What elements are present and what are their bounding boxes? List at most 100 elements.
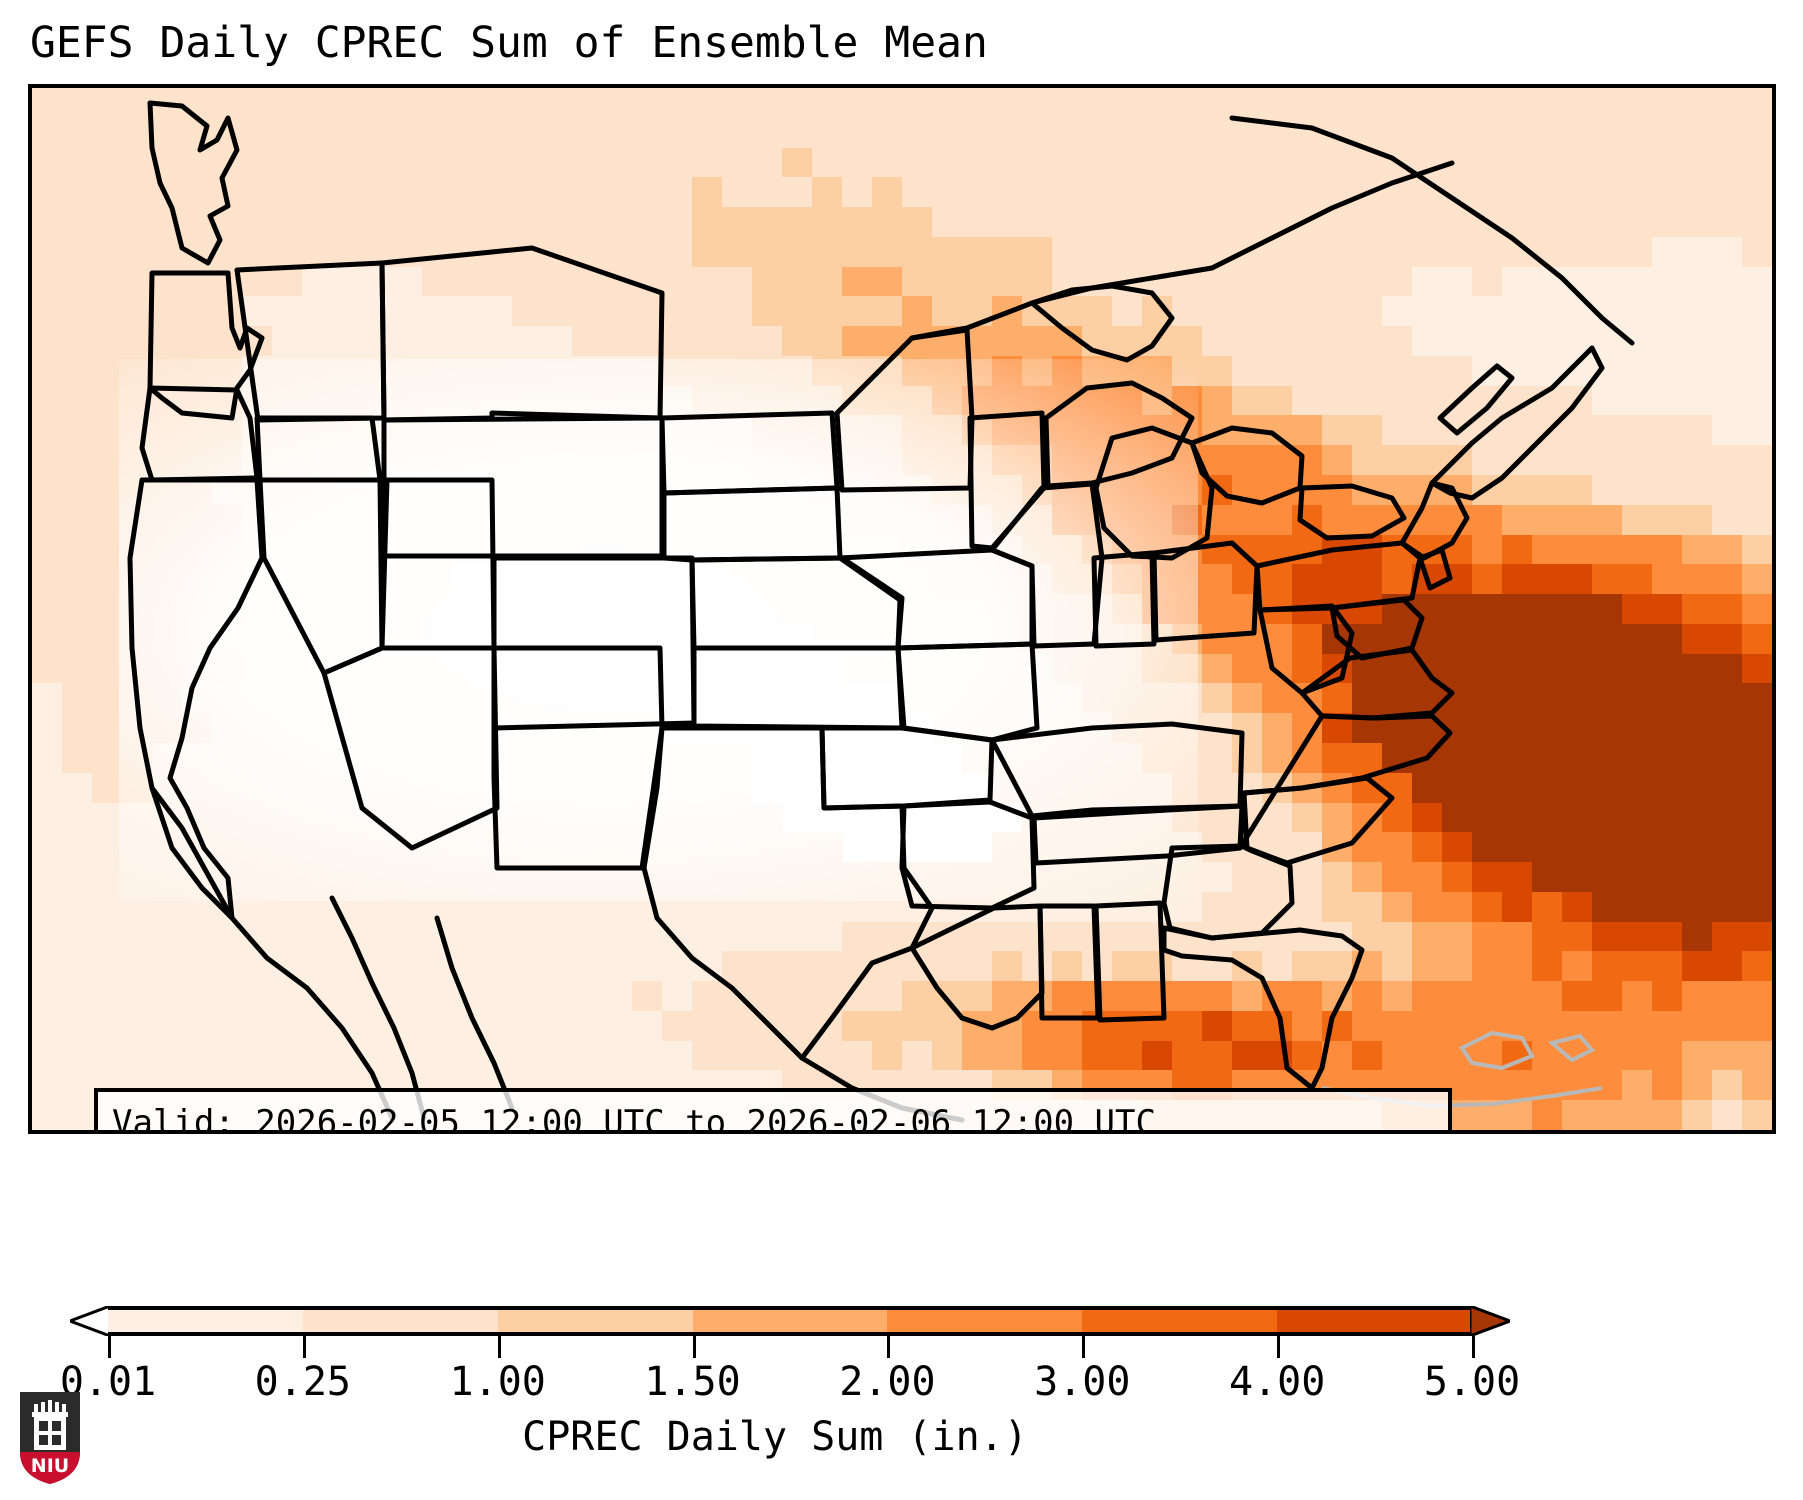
raster-cell: [482, 266, 513, 297]
raster-cell: [1652, 296, 1683, 327]
raster-cell: [1082, 117, 1113, 149]
raster-cell: [1052, 177, 1083, 208]
raster-cell: [1712, 296, 1743, 327]
raster-cell: [1292, 117, 1323, 149]
raster-cell: [362, 266, 393, 297]
raster-cell: [1682, 296, 1713, 327]
raster-cell: [1022, 117, 1053, 149]
raster-cell: [512, 117, 543, 149]
raster-cell: [1592, 207, 1623, 238]
colorbar-tick: [692, 1336, 696, 1358]
raster-cell: [122, 147, 153, 178]
raster-cell: [782, 266, 813, 297]
colorbar-segment: [887, 1310, 1083, 1332]
louisiana-outline: [909, 903, 1045, 1031]
raster-cell: [272, 147, 303, 178]
raster-cell: [122, 266, 153, 297]
raster-cell: [1742, 266, 1772, 297]
raster-cell: [1082, 296, 1113, 327]
raster-cell: [1112, 177, 1143, 208]
raster-cell: [1592, 236, 1623, 268]
utah-outline: [377, 477, 497, 651]
raster-cell: [182, 88, 213, 119]
new-mexico-outline: [491, 645, 665, 871]
raster-cell: [602, 177, 633, 208]
raster-cell: [782, 296, 813, 327]
raster-cell: [1562, 236, 1593, 268]
raster-cell: [1472, 296, 1503, 327]
raster-cell: [1382, 117, 1413, 149]
raster-cell: [302, 236, 333, 268]
raster-cell: [272, 296, 303, 327]
raster-cell: [602, 236, 633, 268]
raster-cell: [1682, 326, 1713, 357]
raster-cell: [1142, 88, 1173, 119]
raster-cell: [692, 117, 723, 149]
raster-cell: [1082, 88, 1113, 119]
raster-cell: [992, 326, 1023, 357]
raster-cell: [1052, 88, 1083, 119]
raster-cell: [842, 117, 873, 149]
raster-cell: [1052, 207, 1083, 238]
forecast-info-box: Valid: 2026-02-05 12:00 UTC to 2026-02-0…: [94, 1088, 1452, 1130]
raster-cell: [62, 385, 93, 417]
raster-cell: [602, 207, 633, 238]
raster-cell: [842, 88, 873, 119]
raster-cell: [1382, 296, 1413, 327]
raster-cell: [722, 296, 753, 327]
raster-cell: [152, 326, 183, 357]
raster-cell: [1352, 355, 1383, 387]
raster-cell: [1292, 296, 1323, 327]
raster-cell: [452, 177, 483, 208]
raster-cell: [272, 207, 303, 238]
raster-cell: [992, 266, 1023, 297]
raster-cell: [512, 147, 543, 178]
nebraska-outline: [689, 555, 905, 651]
raster-cell: [752, 177, 783, 208]
raster-cell: [842, 236, 873, 268]
raster-cell: [122, 88, 153, 119]
niu-logo: NIU: [20, 1392, 80, 1484]
raster-cell: [482, 296, 513, 327]
raster-cell: [662, 326, 693, 357]
raster-cell: [1622, 266, 1653, 297]
raster-cell: [1232, 88, 1263, 119]
raster-cell: [812, 296, 843, 327]
raster-cell: [1202, 266, 1233, 297]
colorbar-tick-label: 2.00: [839, 1359, 936, 1405]
niu-logo-text: NIU: [31, 1455, 69, 1477]
raster-cell: [482, 177, 513, 208]
raster-cell: [1292, 147, 1323, 178]
raster-cell: [602, 88, 633, 119]
raster-cell: [1412, 296, 1443, 327]
raster-cell: [1502, 177, 1533, 208]
raster-cell: [1562, 88, 1593, 119]
vancouver-island-outline: [147, 100, 240, 266]
raster-cell: [272, 177, 303, 208]
raster-cell: [1172, 177, 1203, 208]
raster-cell: [1322, 385, 1353, 417]
oklahoma-outline: [819, 725, 995, 811]
raster-cell: [992, 177, 1023, 208]
raster-cell: [1082, 207, 1113, 238]
raster-cell: [1712, 88, 1743, 119]
raster-cell: [422, 207, 453, 238]
raster-cell: [1172, 88, 1203, 119]
raster-cell: [1412, 117, 1443, 149]
raster-cell: [1622, 236, 1653, 268]
raster-cell: [62, 266, 93, 297]
raster-cell: [752, 236, 783, 268]
raster-cell: [392, 88, 423, 119]
raster-cell: [1502, 266, 1533, 297]
raster-cell: [1682, 385, 1713, 417]
raster-cell: [302, 296, 333, 327]
raster-cell: [1712, 385, 1743, 417]
new-jersey-outline: [1417, 547, 1453, 591]
raster-cell: [1202, 296, 1233, 327]
raster-cell: [1262, 88, 1293, 119]
raster-cell: [1382, 207, 1413, 238]
raster-cell: [1292, 177, 1323, 208]
raster-cell: [1382, 326, 1413, 357]
raster-cell: [362, 207, 393, 238]
raster-cell: [32, 117, 63, 149]
